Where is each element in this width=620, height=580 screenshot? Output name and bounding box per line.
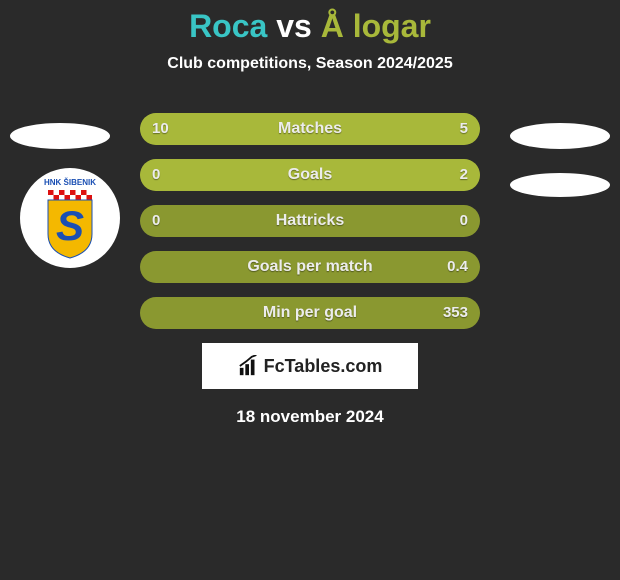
stat-row: 0.4Goals per match [140, 251, 480, 283]
stat-label: Min per goal [140, 297, 480, 329]
placeholder-ellipse-right-1 [510, 123, 610, 149]
player1-name: Roca [189, 8, 267, 44]
subtitle: Club competitions, Season 2024/2025 [0, 55, 620, 73]
stat-row: 105Matches [140, 113, 480, 145]
stats-container: 105Matches 02Goals 00Hattricks 0.4Goals per… [140, 113, 480, 329]
stat-label: Matches [140, 113, 480, 145]
page-title: Roca vs Å logar [0, 0, 620, 45]
stat-row: 02Goals [140, 159, 480, 191]
vs-text: vs [276, 8, 312, 44]
chart-bars-icon [238, 355, 260, 377]
svg-text:S: S [56, 202, 84, 249]
player2-name: Å logar [321, 8, 431, 44]
placeholder-ellipse-right-2 [510, 173, 610, 197]
team-badge: HNK ŠIBENIK S [20, 168, 120, 268]
stat-label: Goals per match [140, 251, 480, 283]
svg-text:HNK ŠIBENIK: HNK ŠIBENIK [44, 178, 96, 187]
stat-row: 00Hattricks [140, 205, 480, 237]
footer-logo-box: FcTables.com [202, 343, 418, 389]
stat-label: Hattricks [140, 205, 480, 237]
stat-label: Goals [140, 159, 480, 191]
placeholder-ellipse-left [10, 123, 110, 149]
footer-logo-text: FcTables.com [264, 356, 383, 377]
comparison-panel: HNK ŠIBENIK S 105Matches 02Goals 00Hattric… [0, 113, 620, 427]
date-text: 18 november 2024 [0, 407, 620, 427]
stat-row: 353Min per goal [140, 297, 480, 329]
